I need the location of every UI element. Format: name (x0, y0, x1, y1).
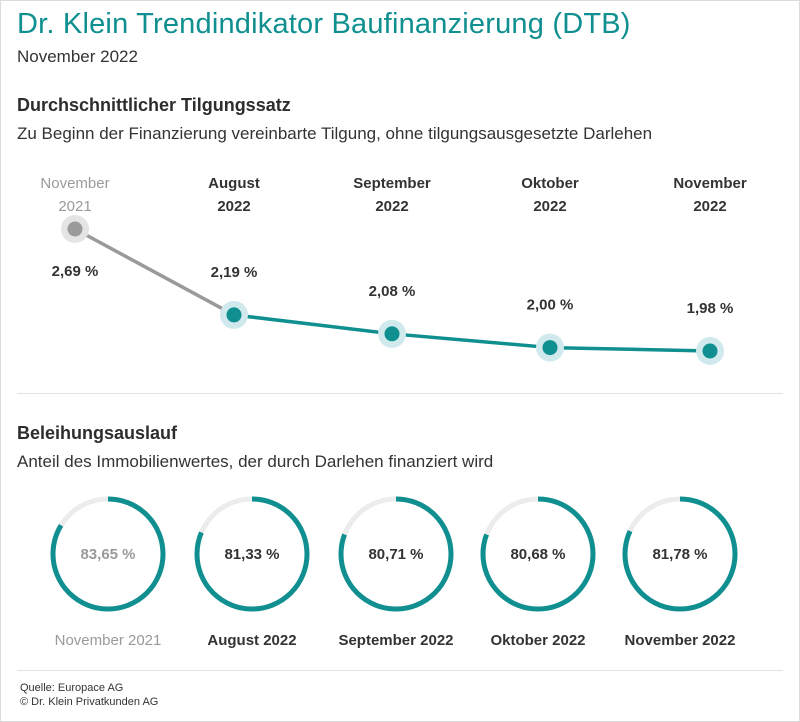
data-label: 1,98 % (687, 300, 734, 317)
source-note: Quelle: Europace AG (20, 682, 124, 694)
copyright-note: © Dr. Klein Privatkunden AG (20, 696, 159, 708)
x-category-label: 2022 (375, 198, 408, 215)
beleihung-ring-chart: 83,65 % November 2021 81,33 % August 2022 80… (50, 496, 738, 649)
footer: Quelle: Europace AG © Dr. Klein Privatku… (20, 681, 158, 709)
x-category-label: August (208, 175, 260, 192)
ring-value-arc (194, 496, 310, 612)
ring-value-arc (338, 496, 454, 612)
data-label: 2,00 % (527, 297, 574, 314)
x-category-label: 2022 (533, 198, 566, 215)
page-subtitle: November 2022 (17, 47, 138, 66)
line-segment-past (73, 227, 236, 317)
x-category-label: September (353, 175, 431, 192)
x-category-label: 2022 (217, 198, 250, 215)
section-divider (17, 393, 783, 394)
ring-value-arc (480, 496, 596, 612)
ring-category-label: November 2022 (625, 632, 736, 649)
data-point (702, 343, 718, 359)
ring-category-label: September 2022 (338, 632, 453, 649)
data-point (67, 221, 83, 237)
x-category-label: 2022 (693, 198, 726, 215)
section-subtitle-beleihung: Anteil des Immobilienwertes, der durch D… (17, 452, 494, 471)
ring-value-label: 80,68 % (510, 546, 565, 563)
ring-value-label: 80,71 % (368, 546, 423, 563)
x-category-label: November (40, 175, 109, 192)
data-point (226, 307, 242, 323)
data-point (384, 326, 400, 342)
data-label: 2,19 % (211, 264, 258, 281)
section-title-beleihung: Beleihungsauslauf (17, 423, 178, 443)
x-category-label: Oktober (521, 175, 579, 192)
ring-category-label: August 2022 (207, 632, 296, 649)
data-point (542, 340, 558, 356)
ring-value-label: 81,33 % (224, 546, 279, 563)
footer-divider (17, 670, 783, 671)
x-category-label: 2021 (58, 198, 91, 215)
section-subtitle-tilgung: Zu Beginn der Finanzierung vereinbarte T… (17, 124, 653, 143)
ring-value-arc (622, 496, 738, 612)
data-label: 2,08 % (369, 283, 416, 300)
ring-category-label: November 2021 (55, 632, 162, 649)
page-title: Dr. Klein Trendindikator Baufinanzierung… (17, 8, 631, 40)
ring-category-label: Oktober 2022 (490, 632, 585, 649)
ring-value-label: 83,65 % (80, 546, 135, 563)
x-category-label: November (673, 175, 747, 192)
line-series (232, 313, 712, 353)
section-title-tilgung: Durchschnittlicher Tilgungssatz (17, 95, 291, 115)
data-label: 2,69 % (52, 263, 99, 280)
ring-value-label: 81,78 % (652, 546, 707, 563)
ring-value-arc (50, 496, 166, 612)
tilgung-line-chart: November 2021 August 2022 September 2022 Oktob… (40, 175, 747, 365)
